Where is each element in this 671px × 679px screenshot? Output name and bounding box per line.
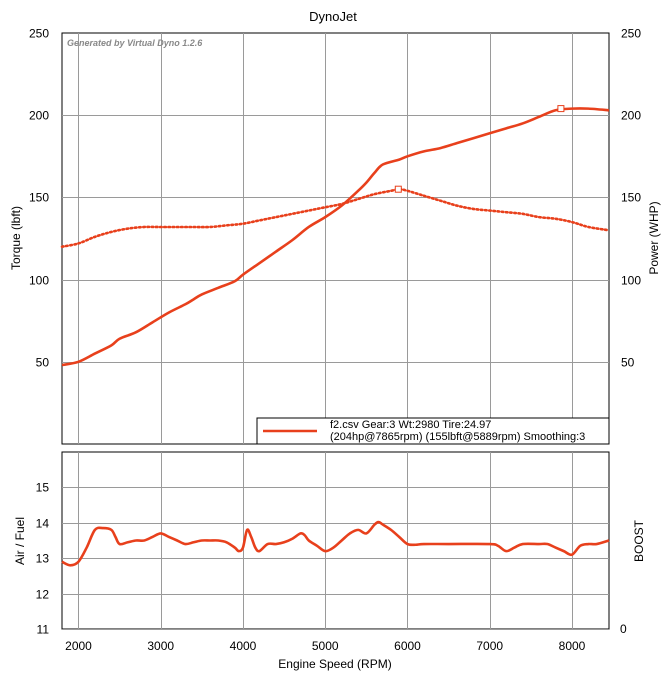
air-fuel-panel: 11 12 13 14 15 0 Air / Fuel BOOST 2000 3000 40… (13, 451, 646, 671)
boost-axis-label: BOOST (632, 519, 646, 562)
rpm-axis-label: Engine Speed (RPM) (278, 657, 391, 671)
top-series-1-line (60, 187, 611, 249)
bottom-grid (62, 452, 609, 630)
rpm-tick-8000: 8000 (559, 639, 586, 653)
top-left-tick-200: 200 (29, 109, 49, 123)
bottom-series (61, 520, 610, 567)
top-right-tick-100: 100 (621, 274, 641, 288)
boost-tick-label: 0 (620, 622, 627, 636)
legend-line-2: (204hp@7865rpm) (155lbft@5889rpm) Smooth… (330, 431, 585, 443)
top-right-tick-50: 50 (621, 356, 635, 370)
bottom-left-tick-14: 14 (36, 517, 50, 531)
legend: f2.csv Gear:3 Wt:2980 Tire:24.97 (204hp@… (256, 417, 610, 445)
top-right-tick-150: 150 (621, 191, 641, 205)
rpm-tick-3000: 3000 (147, 639, 174, 653)
chart-title: DynoJet (309, 9, 357, 24)
top-left-tick-150: 150 (29, 191, 49, 205)
rpm-tick-7000: 7000 (476, 639, 503, 653)
bottom-left-tick-12: 12 (36, 588, 50, 602)
rpm-tick-2000: 2000 (65, 639, 92, 653)
air-fuel-tick-labels: 11 12 13 14 15 (36, 481, 50, 637)
top-right-tick-250: 250 (621, 27, 641, 41)
top-series-0-line (61, 107, 610, 367)
top-right-tick-200: 200 (621, 109, 641, 123)
legend-line-1: f2.csv Gear:3 Wt:2980 Tire:24.97 (330, 419, 491, 431)
rpm-tick-labels: 2000 3000 4000 5000 6000 7000 8000 (65, 639, 586, 653)
top-peak-marker-0 (557, 105, 565, 113)
rpm-tick-6000: 6000 (394, 639, 421, 653)
air-fuel-axis-label: Air / Fuel (13, 517, 27, 565)
bottom-left-tick-13: 13 (36, 552, 50, 566)
torque-tick-labels: 50 100 150 200 250 (29, 27, 49, 370)
top-peak-marker-1 (394, 185, 402, 193)
bottom-left-tick-11: 11 (37, 623, 50, 637)
power-axis-label: Power (WHP) (647, 201, 661, 274)
top-series (60, 105, 611, 367)
top-left-tick-100: 100 (29, 274, 49, 288)
bottom-plot-frame (61, 451, 610, 630)
generator-watermark: Generated by Virtual Dyno 1.2.6 (67, 38, 203, 48)
torque-axis-label: Torque (lbft) (9, 206, 23, 270)
rpm-tick-5000: 5000 (312, 639, 339, 653)
power-tick-labels: 50 100 150 200 250 (621, 27, 641, 370)
top-left-tick-50: 50 (36, 356, 50, 370)
top-plot-frame (61, 32, 610, 445)
top-grid (62, 33, 609, 444)
rpm-tick-4000: 4000 (230, 639, 257, 653)
bottom-left-tick-15: 15 (36, 481, 50, 495)
top-left-tick-250: 250 (29, 27, 49, 41)
torque-power-panel: 50 100 150 200 250 50 100 150 200 250 Generated … (9, 27, 661, 445)
bottom-series-0-line (61, 520, 610, 567)
